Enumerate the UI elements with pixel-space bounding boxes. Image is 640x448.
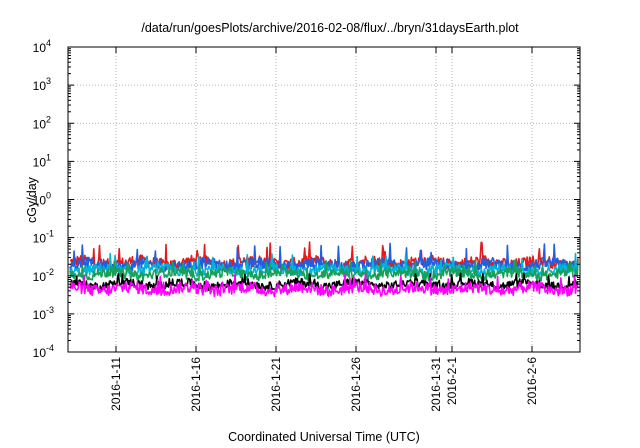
y-tick-label: 10 [33,308,47,322]
x-tick-label: 2016-1-21 [269,357,283,412]
x-ticks: 2016-1-11 2016-1-16 2016-1-21 2016-1-26 2016… [109,47,539,412]
y-tick-exponent: 1 [46,152,51,162]
plot-frame [67,46,581,353]
x-tick-label: 2016-2-1 [445,357,459,405]
x-tick-label: 2016-1-31 [429,357,443,412]
y-tick-label: 10 [33,41,47,55]
chart-title: /data/run/goesPlots/archive/2016-02-08/f… [141,21,519,35]
y-tick-label: 10 [33,232,47,246]
y-tick-exponent: 2 [46,114,51,124]
y-tick-exponent: -1 [46,229,54,239]
y-tick-exponent: 3 [46,76,51,86]
y-tick-exponent: -4 [46,343,54,353]
series-group [69,241,579,298]
y-tick-label: 10 [33,194,47,208]
x-tick-label: 2016-1-16 [189,357,203,412]
y-axis-label: cGy/day [25,176,39,223]
x-axis-label: Coordinated Universal Time (UTC) [228,430,420,444]
y-tick-label: 10 [33,270,47,284]
y-tick-exponent: -3 [46,305,54,315]
y-tick-label: 10 [33,117,47,131]
y-tick-label: 10 [33,79,47,93]
y-tick-label: 10 [33,155,47,169]
grid [68,47,580,352]
series-line [69,259,579,282]
y-tick-exponent: 0 [46,191,51,201]
x-tick-label: 2016-1-11 [109,357,123,411]
x-tick-label: 2016-2-6 [525,357,539,405]
x-tick-label: 2016-1-26 [349,357,363,412]
y-tick-exponent: 4 [46,38,51,48]
y-tick-label: 10 [33,346,47,360]
series-line [69,242,579,274]
y-tick-exponent: -2 [46,267,54,277]
series-line [69,272,579,298]
